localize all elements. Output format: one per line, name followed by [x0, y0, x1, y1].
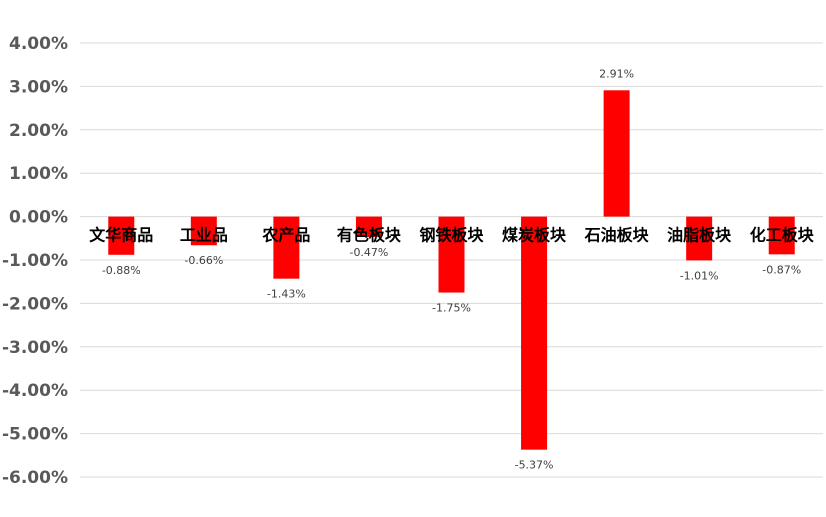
category-label: 农产品 — [261, 226, 310, 245]
data-label: -0.47% — [349, 246, 388, 259]
bar — [273, 216, 300, 279]
bar — [686, 216, 713, 261]
data-label: -0.66% — [184, 254, 223, 267]
data-labels: -0.88% -0.66% -1.43% -0.47% -1.75% -5.37% 2.91… — [102, 67, 801, 471]
bar — [768, 216, 795, 255]
bar — [355, 216, 382, 237]
data-label: -5.37% — [515, 459, 554, 472]
y-tick-label: 3.00% — [9, 77, 68, 97]
y-tick-label: -2.00% — [2, 294, 68, 314]
y-tick-label: -6.00% — [2, 468, 68, 488]
y-tick-label: -1.00% — [2, 251, 68, 271]
bar — [190, 216, 217, 246]
y-tick-label: -4.00% — [2, 381, 68, 401]
category-label: 工业品 — [180, 226, 228, 245]
y-tick-label: 1.00% — [9, 164, 68, 184]
y-tick-label: 4.00% — [9, 34, 68, 54]
y-tick-label: 0.00% — [9, 208, 68, 228]
category-label: 油脂板块 — [667, 226, 732, 245]
bar — [438, 216, 465, 293]
data-label: -0.87% — [762, 263, 801, 276]
y-tick-label: -5.00% — [2, 425, 68, 445]
category-label: 煤炭板块 — [502, 226, 567, 245]
y-axis-tick-labels: 4.00% 3.00% 2.00% 1.00% 0.00% -1.00% -2.00% -3.… — [2, 34, 68, 488]
data-label: -0.88% — [102, 264, 141, 277]
category-label: 石油板块 — [584, 226, 650, 245]
y-tick-label: 2.00% — [9, 121, 68, 141]
category-label: 文华商品 — [89, 226, 153, 245]
bar — [521, 216, 548, 450]
y-tick-label: -3.00% — [2, 338, 68, 358]
bar — [108, 216, 135, 255]
category-label: 钢铁板块 — [419, 226, 484, 245]
data-label: -1.43% — [267, 288, 306, 301]
data-label: -1.75% — [432, 302, 471, 315]
data-label: 2.91% — [599, 67, 634, 80]
data-label: -1.01% — [680, 269, 719, 282]
category-label: 化工板块 — [750, 226, 815, 245]
category-labels: 文华商品 工业品 农产品 有色板块 钢铁板块 煤炭板块 石油板块 油脂板块 化工板块 — [89, 226, 814, 245]
category-label: 有色板块 — [337, 226, 402, 245]
bar — [603, 90, 630, 217]
bars — [108, 90, 795, 450]
